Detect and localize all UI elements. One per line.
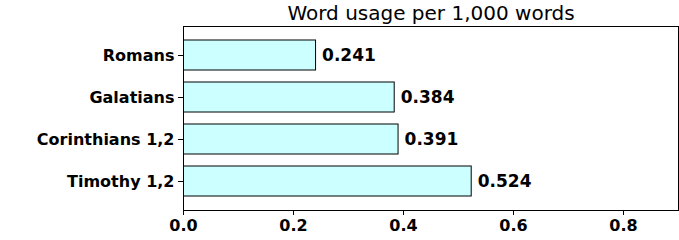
svg-text:0.384: 0.384 [401,87,455,107]
svg-text:0.241: 0.241 [322,45,376,65]
svg-text:0.0: 0.0 [169,216,197,235]
svg-text:Corinthians 1,2: Corinthians 1,2 [37,130,175,149]
svg-text:0.2: 0.2 [279,216,307,235]
svg-text:0.391: 0.391 [405,129,459,149]
svg-text:0.8: 0.8 [609,216,637,235]
svg-text:0.6: 0.6 [499,216,527,235]
svg-text:Timothy 1,2: Timothy 1,2 [67,172,174,191]
html-text:Word usage per 1,000 words: Word usage per 1,000 words [287,1,575,25]
svg-text:0.4: 0.4 [389,216,417,235]
svg-text:Galatians: Galatians [89,88,174,107]
svg-text:Romans: Romans [103,46,175,65]
svg-text:0.524: 0.524 [478,171,532,191]
